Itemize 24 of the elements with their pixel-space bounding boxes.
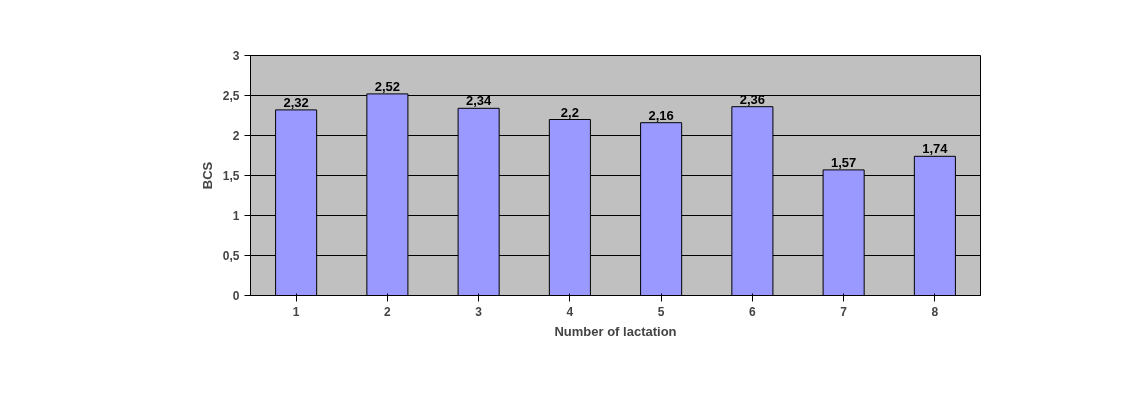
y-axis-title: BCS	[199, 161, 215, 190]
x-tick-label: 1	[292, 304, 300, 319]
data-label: 2,16	[648, 107, 674, 123]
x-axis-title: Number of lactation	[554, 323, 677, 339]
data-label: 2,52	[374, 78, 401, 94]
y-tick-label: 0	[232, 289, 240, 303]
x-tick-label: 6	[749, 304, 757, 319]
x-tick-label: 7	[840, 304, 848, 319]
data-label: 2,32	[283, 94, 309, 110]
x-tick-label: 2	[384, 304, 392, 319]
data-label: 2,34	[465, 93, 493, 109]
data-label: 2,2	[560, 104, 579, 120]
x-tick-label: 3	[475, 304, 483, 319]
data-label: 1,74	[922, 141, 949, 157]
y-tick-label: 1,5	[222, 169, 240, 183]
y-tick-label: 2,5	[222, 89, 240, 103]
y-tick-label: 0,5	[222, 249, 240, 263]
y-tick-label: 1	[232, 209, 240, 223]
y-tick-label: 2	[232, 129, 240, 143]
data-label: 1,57	[830, 154, 857, 170]
x-tick-label: 5	[657, 304, 665, 319]
x-tick-label: 4	[566, 304, 574, 319]
x-tick-label: 8	[931, 304, 939, 319]
y-tick-label: 3	[232, 49, 240, 63]
